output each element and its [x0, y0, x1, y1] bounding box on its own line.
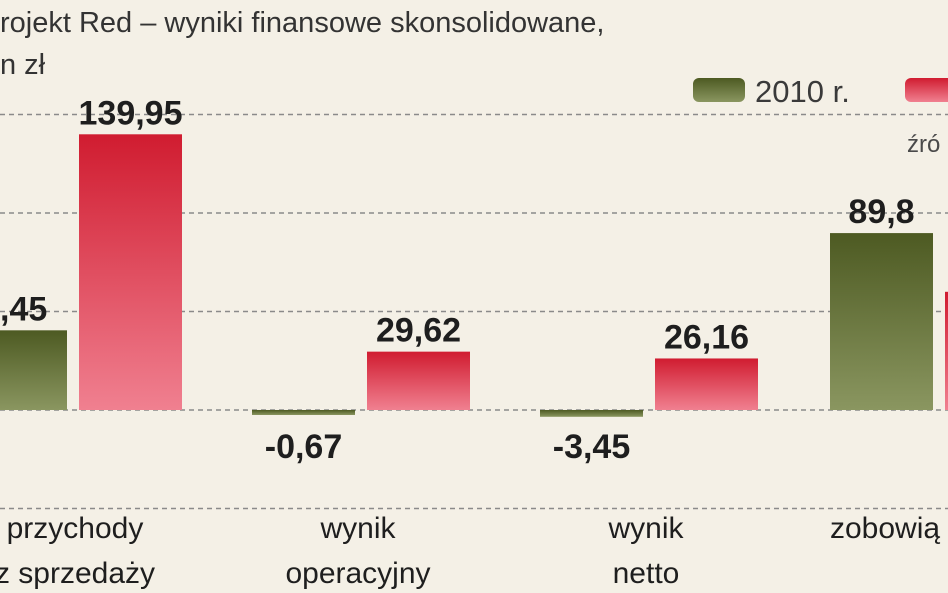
category-labels-group: przychody z sprzedaży wynik operacyjny wynik… — [0, 512, 940, 590]
bar-series0-cat3 — [830, 233, 933, 410]
category-label-0-line-0: przychody — [7, 512, 144, 545]
category-label-2-line-1: netto — [613, 557, 680, 590]
category-label-2-line-0: wynik — [607, 512, 684, 545]
bar-series1-cat1 — [367, 351, 470, 410]
bar-series0-cat2 — [540, 410, 643, 417]
legend-swatch-2011 — [905, 78, 948, 102]
value-label-series0-cat2: -3,45 — [553, 428, 631, 466]
category-label-1-line-0: wynik — [319, 512, 396, 545]
value-labels-group: ,45 -0,67 -3,45 89,8 139,95 29,62 26,16 — [0, 94, 915, 466]
value-label-series1-cat2: 26,16 — [664, 318, 749, 356]
value-label-series0-cat3: 89,8 — [848, 193, 914, 231]
category-label-3-line-0: zobowią — [830, 512, 940, 545]
value-label-series1-cat0: 139,95 — [79, 94, 183, 132]
bar-series0-cat1 — [252, 410, 355, 415]
value-label-series0-cat1: -0,67 — [265, 428, 343, 466]
value-label-series0-cat0: ,45 — [0, 290, 47, 328]
legend-swatch-2010 — [693, 78, 745, 102]
source-note: źró — [907, 131, 940, 158]
bar-series1-cat2 — [655, 358, 758, 410]
chart-title-line-1: rojekt Red – wyniki finansowe skonsolido… — [0, 7, 604, 39]
category-label-1-line-1: operacyjny — [285, 557, 430, 590]
bars-group — [0, 134, 948, 417]
chart-title-line-2: n zł — [0, 49, 46, 81]
bar-series0-cat0 — [0, 330, 67, 410]
legend-label-2010: 2010 r. — [755, 74, 850, 109]
category-label-0-line-1: z sprzedaży — [0, 557, 155, 590]
value-label-series1-cat1: 29,62 — [376, 312, 461, 350]
bar-series1-cat3 — [945, 291, 948, 410]
bar-series1-cat0 — [79, 134, 182, 410]
